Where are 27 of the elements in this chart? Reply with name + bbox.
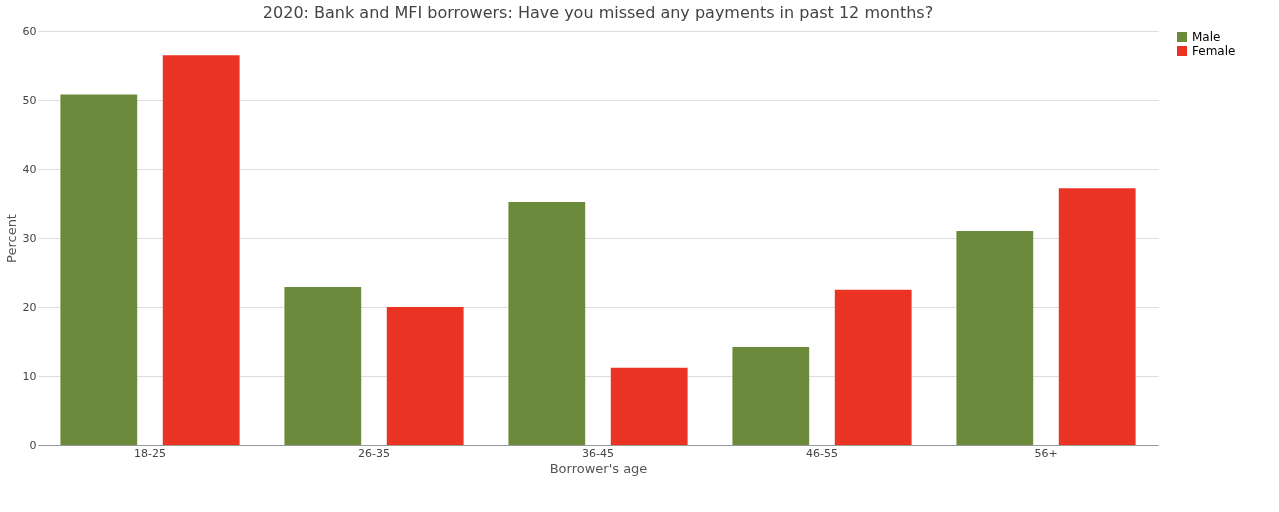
bar bbox=[834, 289, 912, 445]
bar bbox=[60, 94, 138, 445]
bar bbox=[956, 231, 1034, 445]
y-tick-label: 0 bbox=[29, 438, 37, 452]
bar bbox=[284, 286, 362, 445]
y-tick-label: 40 bbox=[22, 162, 37, 176]
bar bbox=[162, 55, 240, 445]
y-tick-label: 20 bbox=[22, 300, 37, 314]
y-tick-label: 10 bbox=[22, 369, 37, 383]
bar bbox=[508, 202, 586, 445]
x-tick-label: 26-35 bbox=[358, 446, 390, 460]
y-tick-label: 60 bbox=[22, 24, 37, 38]
x-axis-title: Borrower's age bbox=[549, 460, 648, 476]
legend-label: Male bbox=[1192, 30, 1221, 44]
y-tick-label: 30 bbox=[22, 231, 37, 245]
y-tick-label: 50 bbox=[22, 93, 37, 107]
x-tick-label: 18-25 bbox=[134, 446, 166, 460]
x-tick-label: 46-55 bbox=[806, 446, 838, 460]
bar bbox=[1058, 188, 1136, 445]
bar bbox=[732, 347, 810, 445]
x-tick-label: 36-45 bbox=[582, 446, 614, 460]
legend-label: Female bbox=[1192, 44, 1236, 58]
chart-title: 2020: Bank and MFI borrowers: Have you missed any payments in past 12 months? bbox=[262, 3, 934, 22]
x-tick-label: 56+ bbox=[1034, 446, 1058, 460]
bar bbox=[610, 367, 688, 445]
y-axis-title: Percent bbox=[3, 214, 19, 263]
bar bbox=[386, 307, 464, 445]
